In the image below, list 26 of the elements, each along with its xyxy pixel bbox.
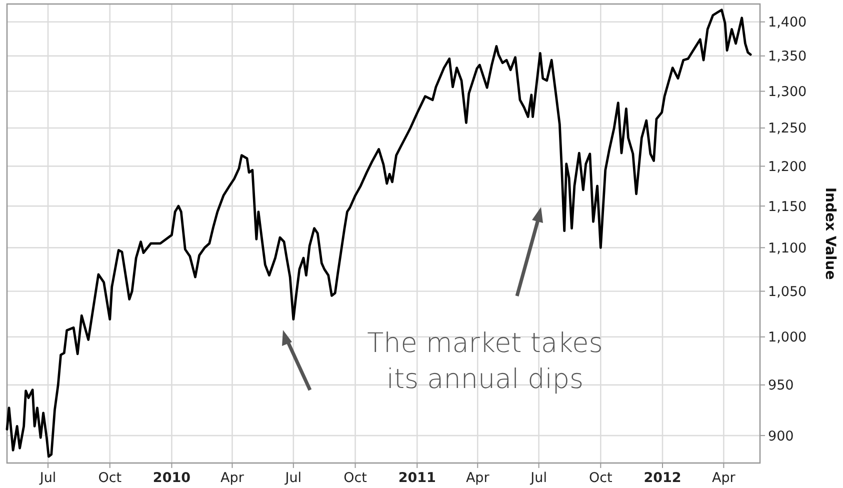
y-tick-label: 1,050 bbox=[768, 284, 807, 300]
x-tick-label: Apr bbox=[220, 470, 244, 486]
y-tick-label: 1,200 bbox=[768, 158, 807, 175]
y-tick-label: 1,300 bbox=[768, 84, 807, 100]
y-tick-label: 1,150 bbox=[768, 198, 807, 215]
x-tick-label: Oct bbox=[588, 470, 612, 486]
y-tick-label: 950 bbox=[768, 378, 794, 394]
y-tick-label: 1,350 bbox=[768, 48, 807, 65]
x-tick-label: Oct bbox=[98, 470, 122, 486]
x-tick-label: 2012 bbox=[644, 470, 682, 486]
y-axis-title: Index Value bbox=[822, 187, 838, 280]
x-tick-label: 2011 bbox=[398, 470, 436, 486]
y-tick-label: 900 bbox=[768, 428, 794, 444]
y-tick-label: 1,400 bbox=[768, 14, 807, 31]
x-tick-label: Apr bbox=[466, 470, 490, 486]
y-tick-label: 1,250 bbox=[768, 120, 807, 137]
x-tick-label: Apr bbox=[712, 470, 736, 486]
annotation: The market takes its annual dips bbox=[367, 328, 603, 395]
x-tick-label: Oct bbox=[344, 470, 367, 486]
x-tick-label: Jul bbox=[38, 470, 56, 486]
x-tick-label: Jul bbox=[284, 470, 302, 486]
x-tick-label: 2010 bbox=[152, 470, 191, 486]
line-series bbox=[6, 8, 752, 458]
y-tick-label: 1,000 bbox=[768, 330, 807, 346]
x-tick-label: Jul bbox=[530, 470, 547, 486]
y-tick-label: 1,100 bbox=[768, 240, 807, 256]
